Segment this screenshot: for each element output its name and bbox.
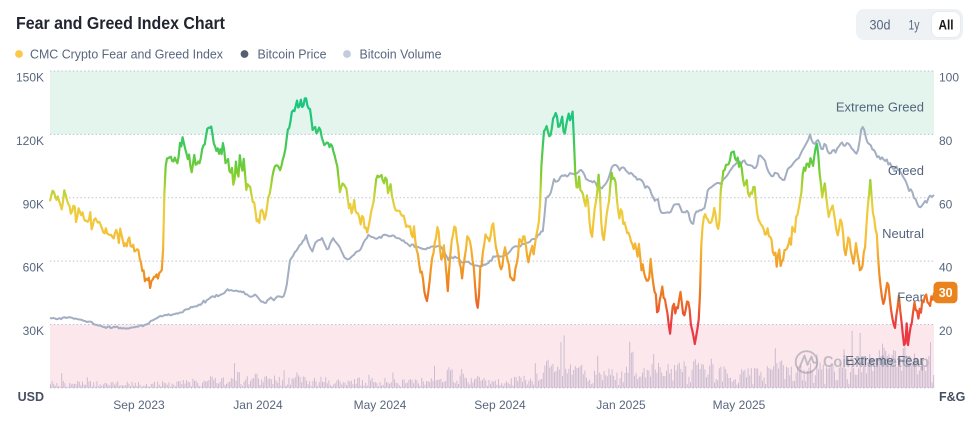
svg-text:30d: 30d: [870, 18, 891, 33]
svg-text:30K: 30K: [23, 324, 44, 338]
svg-text:Neutral: Neutral: [882, 226, 924, 241]
svg-text:CoinMarketCap: CoinMarketCap: [823, 354, 929, 371]
svg-text:F&G: F&G: [939, 390, 965, 404]
svg-text:Bitcoin Price: Bitcoin Price: [258, 47, 327, 62]
svg-text:Extreme Fear: Extreme Fear: [845, 353, 924, 368]
svg-text:May 2025: May 2025: [713, 398, 766, 412]
svg-text:60: 60: [939, 197, 953, 211]
svg-text:150K: 150K: [16, 71, 44, 85]
svg-text:Fear: Fear: [897, 290, 924, 305]
svg-text:30: 30: [939, 286, 953, 300]
svg-text:Extreme Greed: Extreme Greed: [836, 99, 924, 114]
svg-text:120K: 120K: [16, 134, 44, 148]
svg-text:Sep 2023: Sep 2023: [113, 398, 165, 412]
svg-text:CMC Crypto Fear and Greed Inde: CMC Crypto Fear and Greed Index: [30, 47, 224, 62]
svg-text:Bitcoin Volume: Bitcoin Volume: [360, 47, 442, 62]
svg-text:USD: USD: [18, 390, 44, 404]
svg-text:All: All: [939, 18, 954, 33]
svg-text:90K: 90K: [23, 197, 44, 211]
svg-text:Jan 2024: Jan 2024: [233, 398, 283, 412]
svg-text:40: 40: [939, 261, 953, 275]
svg-text:May 2024: May 2024: [354, 398, 407, 412]
svg-text:100: 100: [939, 71, 959, 85]
svg-text:Jan 2025: Jan 2025: [596, 398, 646, 412]
svg-text:Greed: Greed: [888, 163, 924, 178]
svg-text:60K: 60K: [23, 261, 44, 275]
svg-text:Fear and Greed Index Chart: Fear and Greed Index Chart: [16, 13, 225, 33]
svg-text:20: 20: [939, 324, 953, 338]
svg-text:1y: 1y: [909, 18, 920, 33]
svg-text:Sep 2024: Sep 2024: [474, 398, 526, 412]
svg-text:80: 80: [939, 134, 953, 148]
